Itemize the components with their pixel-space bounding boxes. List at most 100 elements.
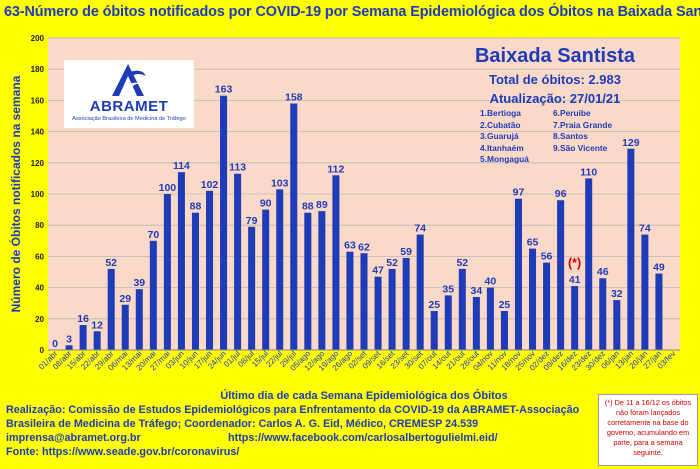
bar xyxy=(514,198,522,350)
data-label: 46 xyxy=(597,266,609,278)
bar xyxy=(360,253,368,350)
y-axis-label: Número de Óbitos notificados na semana xyxy=(8,75,23,312)
y-tick-label: 100 xyxy=(31,190,45,199)
bar xyxy=(191,212,199,350)
data-label: 88 xyxy=(190,201,202,213)
data-label: 63 xyxy=(344,240,356,252)
data-label: 74 xyxy=(414,223,426,235)
bar xyxy=(318,211,326,350)
data-label: 88 xyxy=(302,201,314,213)
bar xyxy=(444,295,452,350)
city-list-col1: 1.Bertioga 2.Cubatão 3.Guarujá 4.Itanhaé… xyxy=(480,108,529,166)
footer: Realização: Comissão de Estudos Epidemio… xyxy=(6,403,596,459)
bar xyxy=(388,268,396,350)
bar xyxy=(627,148,635,350)
data-label: 32 xyxy=(611,288,623,300)
bar xyxy=(135,289,143,350)
bar xyxy=(248,226,256,350)
x-axis-label: Último dia de cada Semana Epidemiológica… xyxy=(220,389,507,402)
data-label: 52 xyxy=(386,257,398,269)
data-label: 40 xyxy=(485,276,497,288)
bar xyxy=(121,304,129,350)
bar xyxy=(234,173,242,350)
data-label: 34 xyxy=(471,285,483,297)
data-label: 3 xyxy=(66,333,72,345)
data-label: 129 xyxy=(622,137,640,149)
data-label: 25 xyxy=(499,299,511,311)
bar xyxy=(346,251,354,350)
city-item: 2.Cubatão xyxy=(480,119,521,130)
city-item: 4.Itanhaém xyxy=(480,142,524,153)
y-tick-label: 120 xyxy=(31,159,45,168)
bar xyxy=(557,200,565,350)
bar xyxy=(430,311,438,350)
update-date: Atualização: 27/01/21 xyxy=(489,91,621,106)
data-label: 47 xyxy=(372,265,384,277)
y-tick-label: 200 xyxy=(31,34,45,43)
bar xyxy=(402,257,410,350)
y-tick-label: 140 xyxy=(31,128,45,137)
data-label: 158 xyxy=(285,92,303,104)
bar xyxy=(65,345,73,350)
data-label: 110 xyxy=(580,166,597,178)
footer-source: Fonte: https://www.seade.gov.br/coronavi… xyxy=(6,446,240,458)
footer-line1: Realização: Comissão de Estudos Epidemio… xyxy=(6,404,580,416)
y-tick-label: 40 xyxy=(35,284,44,293)
data-label: 41 xyxy=(569,274,581,286)
data-label: 74 xyxy=(639,223,651,235)
data-label: 113 xyxy=(229,162,246,174)
data-label: 103 xyxy=(271,177,289,189)
footer-email: imprensa@abramet.org.br xyxy=(6,432,141,444)
data-label: 163 xyxy=(215,84,233,96)
data-label: 65 xyxy=(527,237,539,249)
bar xyxy=(276,189,284,350)
data-label: 62 xyxy=(358,241,370,253)
city-item: 7.Praia Grande xyxy=(553,119,613,130)
data-label: 52 xyxy=(456,257,468,269)
data-label: 112 xyxy=(327,163,344,175)
y-tick-label: 20 xyxy=(35,315,44,324)
city-item: 9.São Vicente xyxy=(553,142,608,153)
info-box: Baixada Santista Total de óbitos: 2.983 … xyxy=(465,43,645,133)
city-item: 1.Bertioga xyxy=(480,108,521,118)
bar xyxy=(529,248,537,350)
total-deaths: Total de óbitos: 2.983 xyxy=(489,72,621,87)
bar xyxy=(486,287,494,350)
footnote-box: (*) De 11 a 16/12 os óbitos não foram la… xyxy=(598,394,698,466)
bar xyxy=(262,209,270,350)
bar xyxy=(93,331,101,350)
data-label: 89 xyxy=(316,199,328,211)
bar xyxy=(107,268,115,350)
bar xyxy=(416,234,424,350)
y-tick-label: 180 xyxy=(31,65,45,74)
bar xyxy=(304,212,312,350)
data-label: 49 xyxy=(653,262,665,274)
bar xyxy=(163,194,171,350)
bar xyxy=(374,276,382,350)
bar xyxy=(599,278,607,350)
data-label: 59 xyxy=(400,246,412,258)
logo-subtitle: Associação Brasileira de Medicina de Trá… xyxy=(72,116,186,122)
footer-line2: Brasileira de Medicina de Tráfego; Coord… xyxy=(6,418,479,430)
data-label: 25 xyxy=(428,299,440,311)
city-list-col2: 6.Peruibe 7.Praia Grande 8.Santos 9.São … xyxy=(553,108,612,154)
bar xyxy=(500,311,508,350)
data-label: 70 xyxy=(147,229,159,241)
logo-name: ABRAMET xyxy=(89,98,169,115)
bar xyxy=(543,262,551,350)
bar xyxy=(290,103,298,351)
data-label: 12 xyxy=(91,319,103,331)
data-label: 102 xyxy=(201,179,219,191)
annotation-asterisk: (*) xyxy=(568,256,582,270)
bar xyxy=(206,190,214,350)
bar xyxy=(79,325,87,350)
y-tick-label: 80 xyxy=(35,221,44,230)
bar xyxy=(177,172,185,350)
y-tick-label: 60 xyxy=(35,252,44,261)
y-tick-label: 160 xyxy=(31,96,45,105)
footer-facebook: https://www.facebook.com/carlosalbertogu… xyxy=(228,432,498,444)
bar xyxy=(641,234,649,350)
chart-title: 63-Número de óbitos notificados por COVI… xyxy=(4,4,700,20)
data-label: 79 xyxy=(246,215,258,227)
abramet-logo: ABRAMET Associação Brasileira de Medicin… xyxy=(64,60,194,128)
